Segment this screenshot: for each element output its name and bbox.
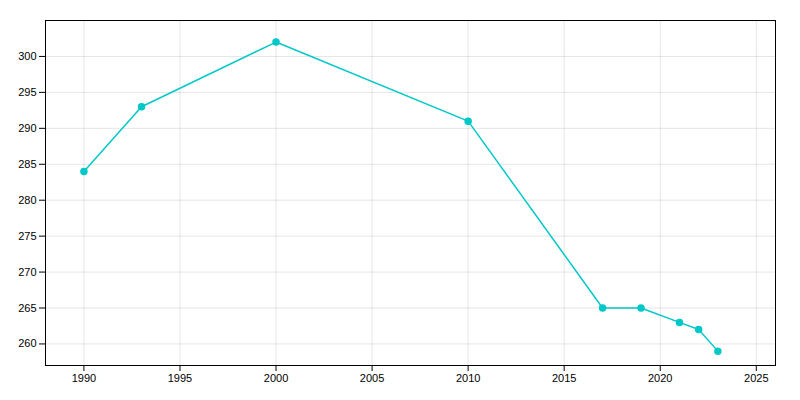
svg-text:260: 260 xyxy=(18,337,36,349)
svg-text:2025: 2025 xyxy=(744,372,768,384)
svg-text:290: 290 xyxy=(18,122,36,134)
svg-text:285: 285 xyxy=(18,158,36,170)
svg-text:300: 300 xyxy=(18,50,36,62)
svg-text:1990: 1990 xyxy=(72,372,96,384)
svg-text:265: 265 xyxy=(18,302,36,314)
svg-text:280: 280 xyxy=(18,194,36,206)
svg-text:2010: 2010 xyxy=(456,372,480,384)
svg-text:2020: 2020 xyxy=(648,372,672,384)
svg-text:2005: 2005 xyxy=(360,372,384,384)
svg-text:2000: 2000 xyxy=(264,372,288,384)
svg-text:1995: 1995 xyxy=(168,372,192,384)
svg-text:295: 295 xyxy=(18,86,36,98)
svg-text:2015: 2015 xyxy=(552,372,576,384)
svg-text:275: 275 xyxy=(18,230,36,242)
svg-text:270: 270 xyxy=(18,266,36,278)
